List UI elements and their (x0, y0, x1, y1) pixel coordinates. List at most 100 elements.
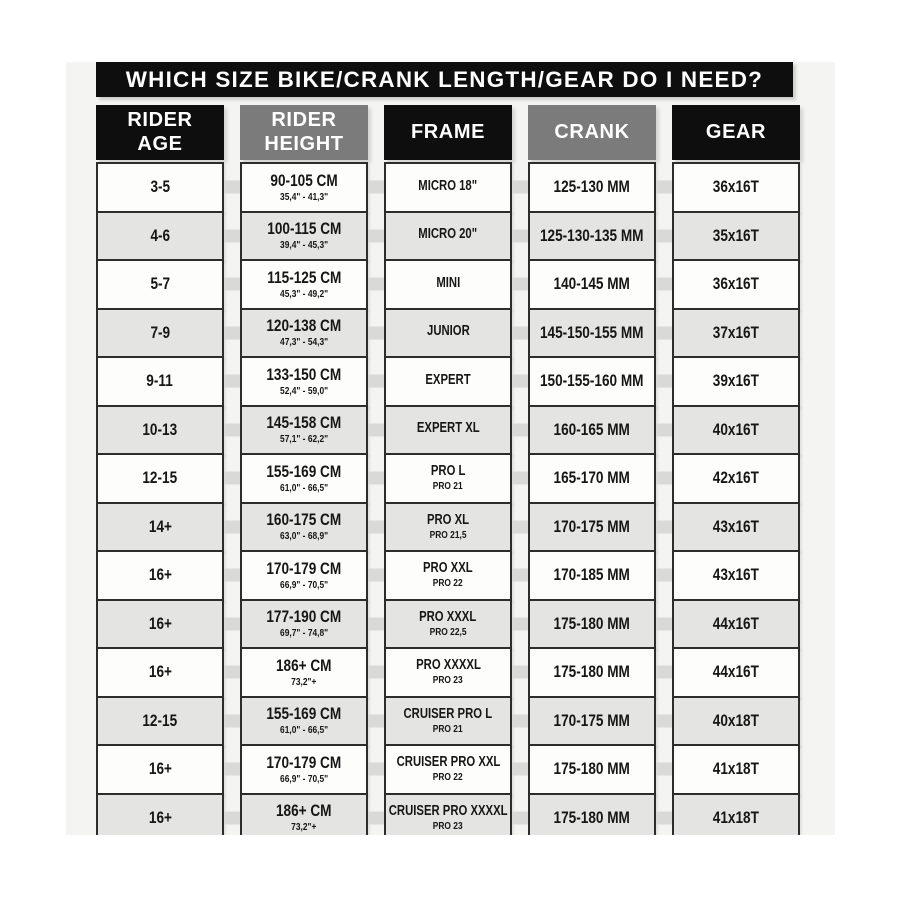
rider-age-value: 10-13 (142, 419, 178, 439)
rider-height-cm: 186+ CM (276, 801, 332, 821)
cell-frame: EXPERT (384, 356, 512, 407)
table-row: 16+ 177-190 CM 69,7" - 74,8" PRO XXXL PR… (96, 598, 835, 649)
rider-height-cm: 170-179 CM (266, 558, 342, 578)
crank-length: 125-130-135 MM (540, 225, 644, 245)
cell-rider-height: 90-105 CM 35,4" - 41,3" (240, 162, 368, 213)
frame-subname: PRO 23 (433, 674, 463, 687)
cell-crank: 175-180 MM (528, 598, 656, 649)
cell-frame: MINI (384, 259, 512, 310)
column-header-label: GEAR (705, 120, 767, 143)
rider-height-cm: 177-190 CM (266, 607, 342, 627)
cell-crank: 175-180 MM (528, 744, 656, 795)
frame-subname: PRO 21 (433, 722, 463, 735)
rider-height-inches: 61,0" - 66,5" (279, 481, 329, 494)
frame-name: CRUISER PRO XXL (396, 754, 500, 771)
frame-subname: PRO 22 (433, 577, 463, 590)
cell-rider-height: 170-179 CM 66,9" - 70,5" (240, 744, 368, 795)
gear-ratio: 44x16T (712, 613, 760, 633)
rider-age-value: 14+ (148, 516, 172, 536)
cell-rider-age: 7-9 (96, 307, 224, 358)
cell-rider-height: 115-125 CM 45,3" - 49,2" (240, 259, 368, 310)
frame-name: MINI (436, 274, 460, 291)
cell-gear: 44x16T (672, 647, 800, 698)
rider-height-cm: 160-175 CM (266, 510, 342, 530)
rider-height-cm: 100-115 CM (266, 219, 342, 239)
rider-height-inches: 35,4" - 41,3" (279, 190, 329, 203)
table-row: 10-13 145-158 CM 57,1" - 62,2" EXPERT XL… (96, 404, 835, 455)
gear-ratio: 43x16T (712, 516, 760, 536)
chart-title-bar: WHICH SIZE BIKE/CRANK LENGTH/GEAR DO I N… (96, 62, 793, 97)
gear-ratio: 43x16T (712, 565, 760, 585)
cell-frame: MICRO 18" (384, 162, 512, 213)
cell-rider-height: 160-175 CM 63,0" - 68,9" (240, 501, 368, 552)
table-row: 14+ 160-175 CM 63,0" - 68,9" PRO XL PRO … (96, 501, 835, 552)
column-header-rider-age: RIDER AGE (96, 105, 224, 160)
rider-height-cm: 120-138 CM (266, 316, 342, 336)
frame-name: MICRO 18" (418, 177, 478, 194)
cell-frame: CRUISER PRO XXXXL PRO 23 (384, 792, 512, 835)
rider-height-cm: 115-125 CM (266, 267, 342, 287)
cell-frame: CRUISER PRO L PRO 21 (384, 695, 512, 746)
cell-crank: 140-145 MM (528, 259, 656, 310)
cell-gear: 40x16T (672, 404, 800, 455)
column-header-rider-height: RIDER HEIGHT (240, 105, 368, 160)
table-row: 16+ 170-179 CM 66,9" - 70,5" CRUISER PRO… (96, 744, 835, 795)
frame-name: CRUISER PRO XXXXL (388, 802, 508, 819)
rider-height-inches: 45,3" - 49,2" (279, 287, 329, 300)
crank-length: 175-180 MM (553, 759, 631, 779)
cell-rider-age: 16+ (96, 598, 224, 649)
gear-ratio: 41x18T (712, 807, 760, 827)
cell-gear: 42x16T (672, 453, 800, 504)
frame-name: JUNIOR (426, 323, 470, 340)
gear-ratio: 41x18T (712, 759, 760, 779)
cell-frame: PRO XL PRO 21,5 (384, 501, 512, 552)
cell-frame: PRO XXXL PRO 22,5 (384, 598, 512, 649)
rider-height-inches: 63,0" - 68,9" (279, 530, 329, 543)
crank-length: 140-145 MM (553, 274, 631, 294)
cell-rider-height: 133-150 CM 52,4" - 59,0" (240, 356, 368, 407)
cell-gear: 35x16T (672, 210, 800, 261)
cell-rider-height: 177-190 CM 69,7" - 74,8" (240, 598, 368, 649)
cell-crank: 150-155-160 MM (528, 356, 656, 407)
cell-crank: 165-170 MM (528, 453, 656, 504)
rider-height-cm: 133-150 CM (266, 364, 342, 384)
cell-rider-height: 155-169 CM 61,0" - 66,5" (240, 453, 368, 504)
crank-length: 125-130 MM (553, 177, 631, 197)
column-header-label: RIDER (271, 109, 337, 132)
cell-gear: 43x16T (672, 550, 800, 601)
column-header-label: CRANK (554, 120, 630, 143)
cell-gear: 39x16T (672, 356, 800, 407)
rider-age-value: 7-9 (150, 322, 170, 342)
crank-length: 145-150-155 MM (540, 322, 644, 342)
table-body: 3-5 90-105 CM 35,4" - 41,3" MICRO 18" 12… (66, 162, 835, 835)
cell-rider-age: 5-7 (96, 259, 224, 310)
rider-height-inches: 73,2"+ (291, 675, 317, 688)
column-header-label: AGE (137, 132, 183, 155)
rider-height-inches: 73,2"+ (291, 821, 317, 834)
cell-rider-height: 145-158 CM 57,1" - 62,2" (240, 404, 368, 455)
cell-rider-age: 16+ (96, 792, 224, 835)
cell-rider-height: 186+ CM 73,2"+ (240, 647, 368, 698)
gear-ratio: 40x16T (712, 419, 760, 439)
table-row: 5-7 115-125 CM 45,3" - 49,2" MINI 140-14… (96, 259, 835, 310)
cell-rider-age: 4-6 (96, 210, 224, 261)
table-row: 16+ 186+ CM 73,2"+ PRO XXXXL PRO 23 175-… (96, 647, 835, 698)
cell-rider-age: 16+ (96, 647, 224, 698)
cell-rider-age: 14+ (96, 501, 224, 552)
frame-name: PRO XXL (423, 560, 473, 577)
crank-length: 150-155-160 MM (540, 371, 644, 391)
rider-height-inches: 66,9" - 70,5" (279, 772, 329, 785)
frame-name: EXPERT XL (416, 420, 480, 437)
frame-subname: PRO 22,5 (429, 625, 467, 638)
rider-height-cm: 155-169 CM (266, 704, 342, 724)
gear-ratio: 40x18T (712, 710, 760, 730)
frame-name: EXPERT (425, 371, 471, 388)
cell-crank: 170-175 MM (528, 695, 656, 746)
cell-crank: 145-150-155 MM (528, 307, 656, 358)
cell-gear: 41x18T (672, 744, 800, 795)
frame-name: MICRO 20" (418, 226, 478, 243)
rider-age-value: 12-15 (142, 468, 178, 488)
gear-ratio: 37x16T (712, 322, 760, 342)
rider-height-inches: 57,1" - 62,2" (279, 433, 329, 446)
cell-frame: EXPERT XL (384, 404, 512, 455)
